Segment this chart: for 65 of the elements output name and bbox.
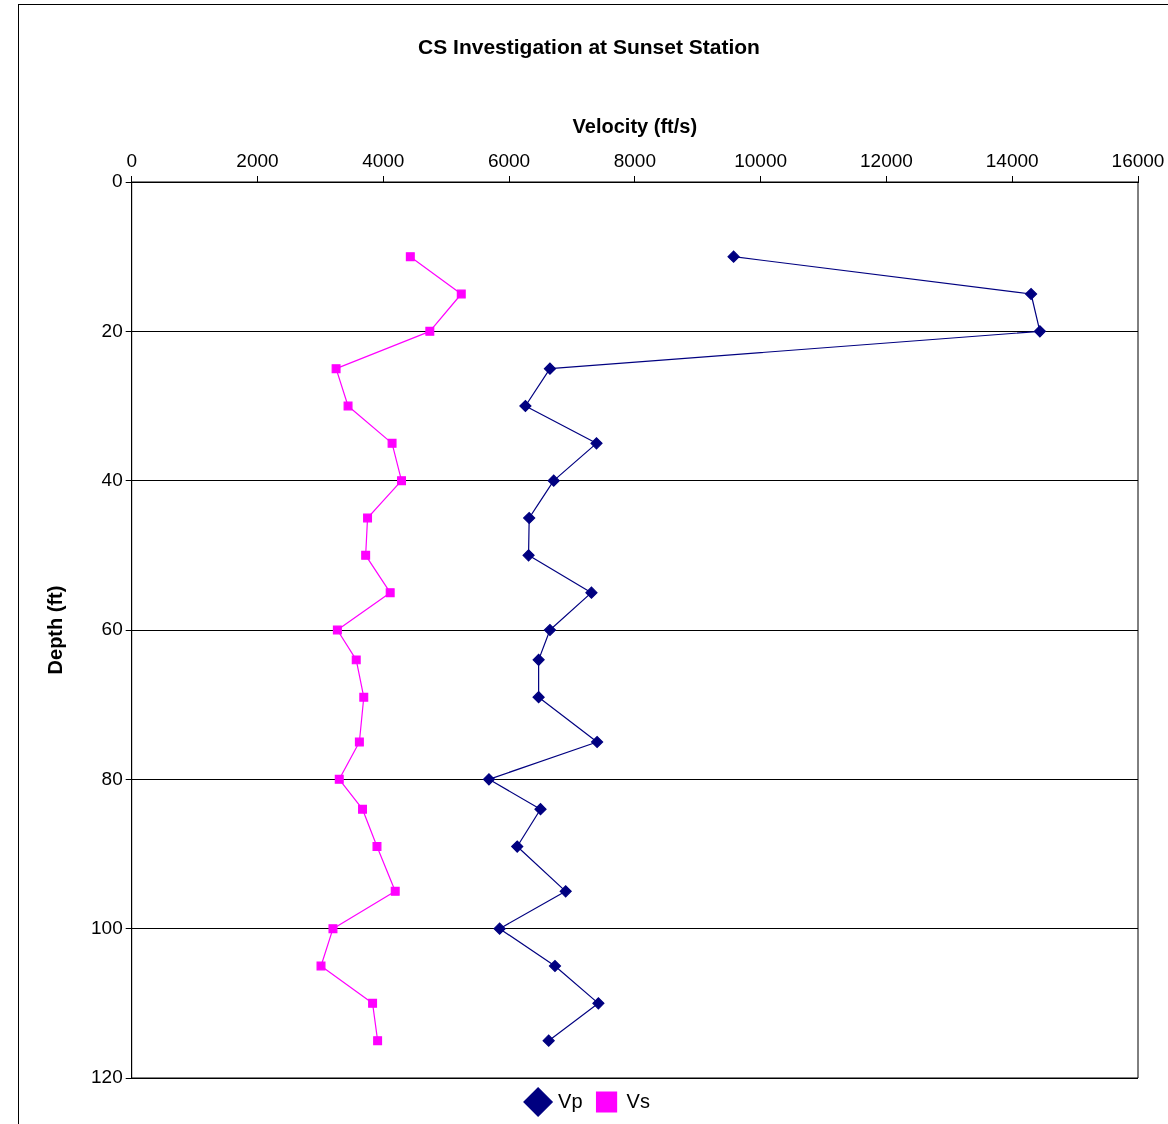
x-axis-title: Velocity (ft/s) xyxy=(572,114,698,137)
point xyxy=(363,513,373,523)
y-axis-title: Depth (ft) xyxy=(43,585,66,675)
point xyxy=(585,586,598,599)
point xyxy=(456,289,466,299)
y-tick-label: 60 xyxy=(101,618,123,640)
point xyxy=(372,842,382,852)
point xyxy=(482,773,496,786)
point xyxy=(532,691,545,704)
point xyxy=(548,959,562,973)
point xyxy=(592,997,605,1010)
point xyxy=(359,692,369,702)
point xyxy=(334,774,344,784)
point xyxy=(559,885,572,898)
point xyxy=(522,549,535,562)
x-tick-label: 8000 xyxy=(613,149,656,171)
x-tick-label: 6000 xyxy=(487,149,531,171)
point xyxy=(368,998,378,1008)
legend-label: Vp xyxy=(558,1089,583,1112)
point xyxy=(532,653,545,666)
point xyxy=(425,326,435,336)
y-tick-label: 0 xyxy=(112,170,123,192)
point xyxy=(343,401,353,411)
legend-label: Vs xyxy=(626,1089,650,1112)
point xyxy=(493,922,506,935)
point xyxy=(390,886,400,896)
point xyxy=(543,623,557,637)
point xyxy=(1024,287,1038,301)
chart-title: CS Investigation at Sunset Station xyxy=(418,35,760,59)
y-tick-label: 20 xyxy=(101,319,123,341)
point xyxy=(354,737,364,747)
y-tick-label: 100 xyxy=(91,916,123,938)
point xyxy=(331,364,341,374)
y-tick-label: 40 xyxy=(101,468,123,490)
point xyxy=(534,803,547,816)
point xyxy=(519,399,532,413)
point xyxy=(511,840,524,853)
point xyxy=(316,961,326,971)
point xyxy=(543,362,557,375)
point xyxy=(542,1034,555,1047)
point xyxy=(351,655,361,665)
point xyxy=(1033,325,1046,338)
point xyxy=(387,438,397,448)
point xyxy=(328,924,338,934)
x-tick-label: 2000 xyxy=(236,149,279,171)
point xyxy=(358,804,368,814)
y-tick-label: 120 xyxy=(91,1066,123,1088)
x-tick-label: 14000 xyxy=(985,149,1039,171)
point xyxy=(590,437,603,450)
point xyxy=(373,1036,383,1046)
point xyxy=(727,250,740,263)
x-tick-label: 0 xyxy=(126,149,137,171)
x-tick-label: 16000 xyxy=(1111,149,1165,171)
point xyxy=(523,511,536,525)
point xyxy=(405,252,415,262)
x-tick-label: 10000 xyxy=(734,149,788,171)
point xyxy=(332,625,342,635)
point xyxy=(361,550,371,560)
point xyxy=(547,474,560,487)
point xyxy=(385,588,395,598)
point xyxy=(397,476,406,486)
x-tick-label: 12000 xyxy=(860,149,913,171)
y-tick-label: 80 xyxy=(101,767,123,789)
x-tick-label: 4000 xyxy=(362,149,405,171)
point xyxy=(591,735,604,749)
